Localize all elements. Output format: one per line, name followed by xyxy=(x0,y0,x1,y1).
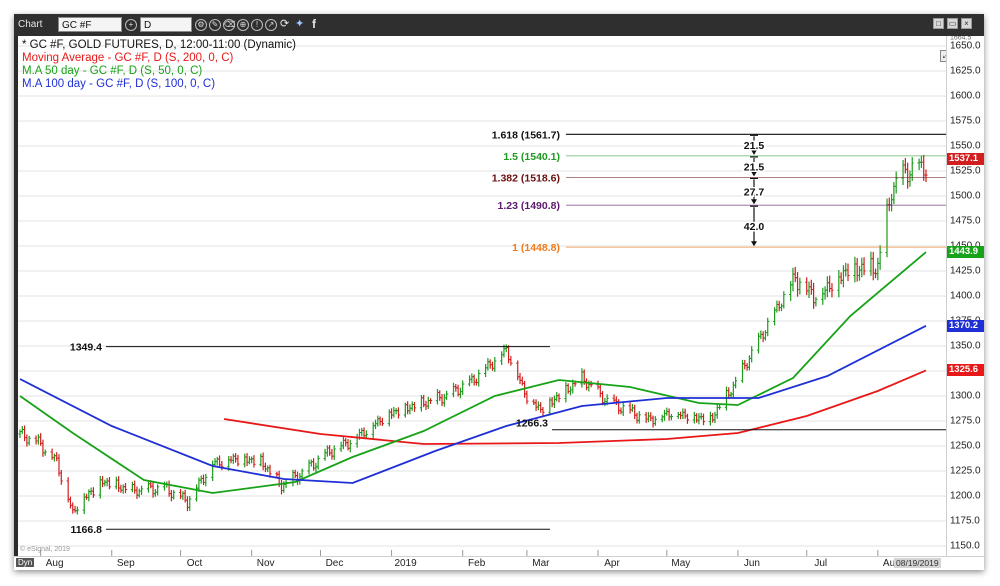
price-tick-label: 1225.0 xyxy=(950,465,981,477)
price-tick-label: 1525.0 xyxy=(950,165,981,177)
time-tick-label: May xyxy=(671,558,691,569)
distance-arrowhead xyxy=(751,149,757,155)
arrow-icon[interactable]: ↗ xyxy=(265,19,277,31)
alert-icon[interactable]: ! xyxy=(251,19,263,31)
fib-level-label: 1.5 (1540.1) xyxy=(503,151,560,163)
ma200-line xyxy=(223,369,927,445)
time-tick-label: Feb xyxy=(468,558,486,569)
price-tick-label: 1600.0 xyxy=(950,90,981,102)
chart-title: * GC #F, GOLD FUTURES, D, 12:00-11:00 (D… xyxy=(22,39,296,51)
chart-window: Chart GC #F + D ⚙ ✎ ⌫ ⊕ ! ↗ ⟳ ✦ f □ ▭ × … xyxy=(14,14,984,570)
distance-label: 42.0 xyxy=(744,221,765,233)
ma50-price-tag: 1443.9 xyxy=(947,246,984,259)
time-tick-label: Oct xyxy=(186,558,203,569)
price-tick-label: 1250.0 xyxy=(950,440,981,452)
add-symbol-icon[interactable]: + xyxy=(125,19,137,31)
distance-arrowhead xyxy=(751,241,757,247)
ma200-price-tag: 1325.6 xyxy=(947,364,984,377)
expand-icon[interactable]: ⤢ xyxy=(940,50,946,62)
time-tick-label: Aug xyxy=(882,558,901,569)
price-tick-label: 1475.0 xyxy=(950,215,981,227)
price-tick-label: 1275.0 xyxy=(950,415,981,427)
symbol-input[interactable]: GC #F xyxy=(58,17,122,32)
distance-arrowhead xyxy=(751,199,757,205)
legend-ma100: M.A 100 day - GC #F, D (S, 100, 0, C) xyxy=(22,78,216,90)
legend-ma50: M.A 50 day - GC #F, D (S, 50, 0, C) xyxy=(22,65,203,77)
price-axis-max: 1664.5 xyxy=(950,36,972,42)
close-window-icon[interactable]: × xyxy=(961,18,972,29)
time-tick-label: Mar xyxy=(532,558,550,569)
ma100-price-tag: 1370.2 xyxy=(947,319,984,332)
price-tick-label: 1200.0 xyxy=(950,490,981,502)
price-tick-label: 1650.0 xyxy=(950,40,981,52)
swing-high-label: 1349.4 xyxy=(70,342,102,354)
eraser-icon[interactable]: ⌫ xyxy=(223,19,236,31)
price-tick-label: 1175.0 xyxy=(950,515,980,527)
chart-toolbar: Chart GC #F + D ⚙ ✎ ⌫ ⊕ ! ↗ ⟳ ✦ f □ ▭ × xyxy=(14,14,984,36)
facebook-icon[interactable]: f xyxy=(312,17,316,31)
ma100-line xyxy=(19,324,927,484)
time-tick-label: Jun xyxy=(743,558,760,569)
time-tick-label: Dec xyxy=(325,558,344,569)
time-tick-label: Apr xyxy=(604,558,620,569)
time-tick-label: Aug xyxy=(45,558,64,569)
fib-level-label: 1.23 (1490.8) xyxy=(498,200,560,212)
interval-select[interactable]: D xyxy=(140,17,192,32)
price-tick-label: 1150.0 xyxy=(950,540,980,552)
legend-ma200: Moving Average - GC #F, D (S, 200, 0, C) xyxy=(22,52,234,64)
price-tick-label: 1450.0 xyxy=(950,241,981,252)
price-tick-label: 1550.0 xyxy=(950,140,981,152)
fib-level-label: 1 (1448.8) xyxy=(512,242,560,254)
time-tick-label: Sep xyxy=(116,558,135,569)
price-chart-svg: 1349.4 1166.8 1266.3 1.618 (1561.7) 1.5 (154… xyxy=(18,45,946,556)
distance-label: 21.5 xyxy=(744,162,765,174)
pencil-icon[interactable]: ✎ xyxy=(209,19,221,31)
time-tick-label: Jul xyxy=(814,558,828,569)
fib-level-label: 1.382 (1518.6) xyxy=(492,172,560,184)
time-tick-label: Nov xyxy=(256,558,275,569)
price-tick-label: 1500.0 xyxy=(950,190,981,202)
distance-label: 21.5 xyxy=(744,140,765,152)
restore-window-icon[interactable]: □ xyxy=(933,18,944,29)
refresh-icon[interactable]: ⟳ xyxy=(280,18,290,30)
last-price-tag: 1537.1 xyxy=(947,152,984,165)
fib-level-label: 1.618 (1561.7) xyxy=(492,129,560,141)
distance-label: 27.7 xyxy=(744,186,765,198)
settings-icon[interactable]: ⚙ xyxy=(195,19,207,31)
time-tick-label: 2019 xyxy=(394,558,417,569)
date-badge: 08/19/2019 xyxy=(894,558,941,568)
time-axis[interactable]: Dyn Aug Sep Oct Nov Dec 2019 Feb Mar Apr May Jun Ju… xyxy=(14,556,984,570)
price-axis[interactable]: 1650.0 1625.0 1600.0 1575.0 1550.0 1525.0 1500… xyxy=(946,36,984,556)
dynamic-session-label: Dyn xyxy=(16,558,35,567)
price-tick-label: 1400.0 xyxy=(950,290,981,302)
price-tick-label: 1575.0 xyxy=(950,115,981,127)
price-tick-label: 1625.0 xyxy=(950,65,981,77)
minimize-window-icon[interactable]: ▭ xyxy=(947,18,958,29)
swing-low-label: 1166.8 xyxy=(70,524,102,536)
price-tick-label: 1350.0 xyxy=(950,340,981,352)
zoom-icon[interactable]: ⊕ xyxy=(237,19,249,31)
chart-app-label: Chart xyxy=(18,19,43,30)
support-label: 1266.3 xyxy=(516,418,548,430)
plot-area[interactable]: 1349.4 1166.8 1266.3 1.618 (1561.7) 1.5 (154… xyxy=(18,36,946,556)
ma50-line xyxy=(19,251,927,494)
price-tick-label: 1300.0 xyxy=(950,390,981,402)
twitter-icon[interactable]: ✦ xyxy=(295,18,305,30)
watermark: © eSignal, 2019 xyxy=(20,546,70,553)
price-tick-label: 1425.0 xyxy=(950,265,981,277)
distance-arrowhead xyxy=(751,171,757,177)
